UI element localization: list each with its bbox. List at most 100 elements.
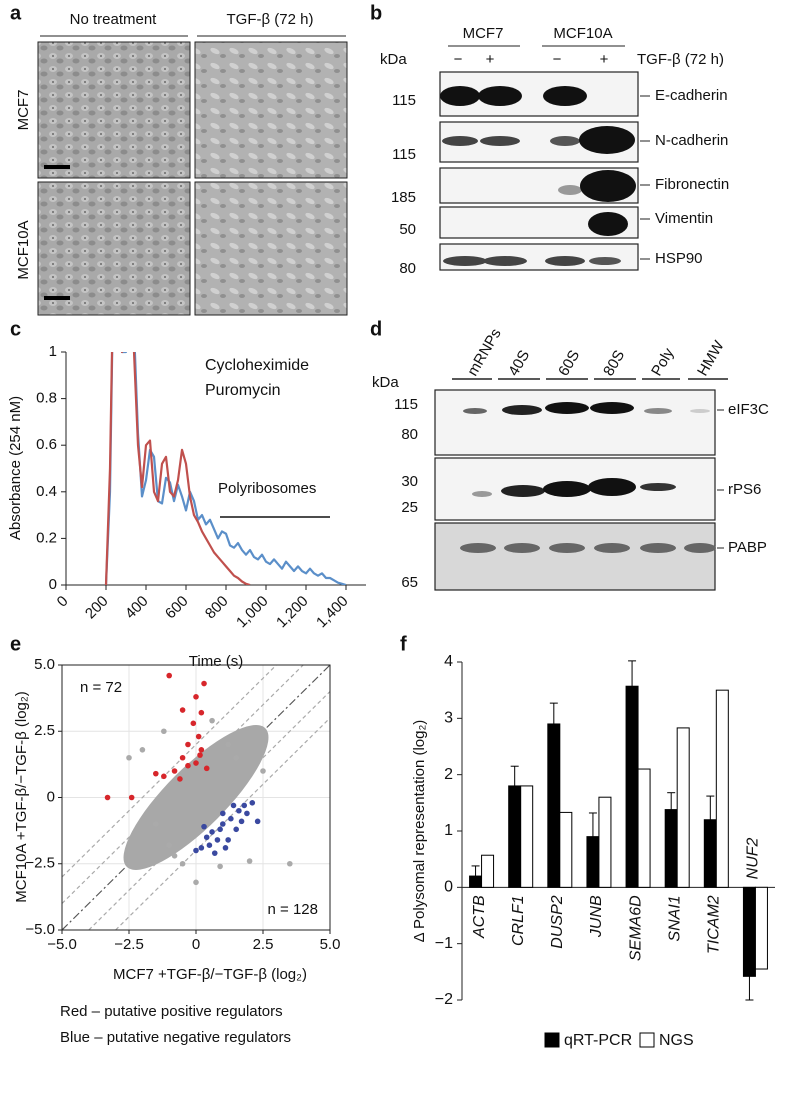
point bbox=[206, 842, 213, 848]
marker-label: 65 bbox=[401, 574, 418, 591]
point bbox=[153, 770, 159, 777]
point bbox=[209, 829, 215, 835]
protein-label: rPS6 bbox=[728, 481, 761, 498]
annotation: n = 128 bbox=[268, 901, 318, 918]
bands bbox=[460, 543, 716, 553]
band bbox=[545, 402, 589, 414]
point bbox=[228, 815, 234, 822]
fraction-label: 60S bbox=[555, 347, 583, 379]
bar bbox=[715, 689, 729, 888]
point bbox=[195, 733, 202, 740]
panel-label: f bbox=[400, 633, 407, 655]
point bbox=[171, 853, 178, 859]
x-tick-label: 400 bbox=[122, 593, 152, 623]
band bbox=[579, 126, 635, 154]
point bbox=[246, 858, 253, 864]
point bbox=[209, 717, 215, 724]
fraction-label: 40S bbox=[505, 347, 533, 379]
bar bbox=[559, 811, 573, 888]
x-tick-label: 5.0 bbox=[320, 936, 341, 953]
point bbox=[161, 773, 167, 780]
band bbox=[483, 256, 527, 266]
legend-label: Puromycin bbox=[205, 382, 281, 399]
point bbox=[198, 747, 205, 753]
category-label: DUSP2 bbox=[549, 895, 566, 948]
y-tick-label: −5.0 bbox=[25, 921, 55, 938]
point bbox=[177, 776, 183, 782]
scale-bar bbox=[44, 165, 70, 169]
bar bbox=[637, 768, 651, 888]
band bbox=[640, 483, 676, 491]
series-layer bbox=[104, 352, 347, 585]
category-label: SEMA6D bbox=[627, 895, 644, 961]
point bbox=[179, 707, 186, 713]
bar bbox=[754, 886, 768, 970]
label-ticks bbox=[640, 95, 650, 260]
line bbox=[104, 352, 251, 585]
panel-label: c bbox=[10, 318, 21, 340]
band bbox=[440, 86, 480, 106]
y-tick-label: 2.5 bbox=[34, 722, 55, 739]
x-tick-label: 600 bbox=[162, 593, 192, 623]
fraction-label: 80S bbox=[600, 347, 628, 379]
lane-label: − bbox=[553, 51, 562, 68]
x-tick-label: 0 bbox=[54, 593, 72, 611]
panel-c: c Time (s) Absorbance (254 nM) Polyribos… bbox=[7, 318, 330, 670]
point bbox=[179, 860, 186, 867]
x-tick-label: −5.0 bbox=[47, 936, 77, 953]
y-tick-label: 0 bbox=[444, 879, 453, 896]
point bbox=[244, 810, 250, 817]
band bbox=[480, 136, 520, 146]
y-axis-label: MCF10A +TGF-β/−TGF-β (log₂) bbox=[13, 691, 30, 902]
panel-label: e bbox=[10, 633, 21, 655]
line bbox=[104, 352, 347, 585]
y-axis-label: Δ Polysomal representation (log₂) bbox=[411, 720, 428, 943]
y-tick-label: −2 bbox=[435, 991, 453, 1008]
blot bbox=[434, 389, 716, 456]
y-tick-label: 1 bbox=[49, 343, 57, 360]
point bbox=[171, 768, 178, 774]
y-tick-label: 0.8 bbox=[36, 390, 57, 407]
y-tick-label: −1 bbox=[435, 935, 453, 952]
legend-swatch bbox=[544, 1032, 560, 1048]
column-header: No treatment bbox=[70, 11, 158, 28]
bar bbox=[625, 685, 639, 888]
point bbox=[190, 720, 197, 727]
panel-label: b bbox=[370, 2, 382, 24]
point bbox=[198, 845, 205, 851]
y-tick-label: 0 bbox=[49, 576, 57, 593]
point-layer bbox=[104, 672, 293, 886]
band bbox=[588, 212, 628, 236]
y-tick-label: 0 bbox=[47, 788, 55, 805]
unit-label: kDa bbox=[380, 51, 407, 68]
point bbox=[193, 694, 199, 700]
point bbox=[222, 845, 229, 851]
point bbox=[249, 800, 256, 806]
band bbox=[543, 86, 587, 106]
bar bbox=[586, 836, 600, 888]
micrograph bbox=[194, 41, 348, 179]
bar bbox=[508, 785, 522, 888]
x-tick-label: 200 bbox=[82, 593, 112, 623]
blot bbox=[434, 522, 716, 591]
marker-label: 80 bbox=[399, 260, 416, 277]
point bbox=[260, 768, 266, 774]
point bbox=[225, 837, 231, 843]
point bbox=[287, 860, 293, 867]
annotation: n = 72 bbox=[80, 679, 122, 696]
point bbox=[217, 863, 223, 870]
point bbox=[185, 762, 191, 769]
marker-label: 30 bbox=[401, 473, 418, 490]
point bbox=[236, 807, 242, 814]
marker-label: 115 bbox=[394, 396, 418, 413]
point bbox=[166, 842, 172, 848]
point bbox=[220, 821, 226, 827]
protein-label: Fibronectin bbox=[655, 176, 729, 193]
point bbox=[201, 823, 207, 830]
group-label: MCF10A bbox=[553, 25, 612, 42]
x-tick-label: 0 bbox=[192, 936, 200, 953]
panel-e: e MCF7 +TGF-β/−TGF-β (log₂) MCF10A +TGF-… bbox=[10, 633, 331, 1046]
category-label: CRLF1 bbox=[510, 895, 527, 946]
marker-label: 25 bbox=[401, 499, 418, 516]
caption: Red – putative positive regulators bbox=[60, 1003, 283, 1020]
